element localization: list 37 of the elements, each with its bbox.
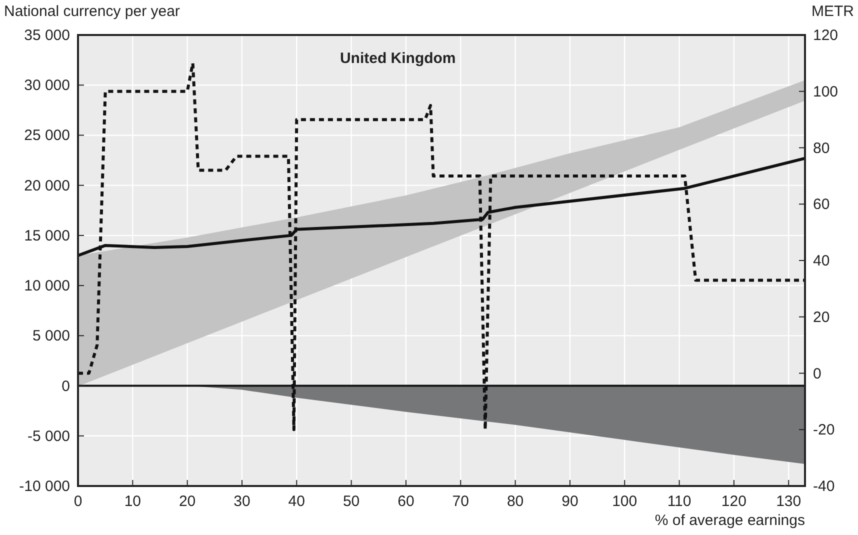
y2-tick-label: -40 — [813, 478, 835, 495]
y-tick-label: -5 000 — [27, 428, 70, 445]
y2-tick-label: 80 — [813, 140, 830, 157]
y-tick-label: 5 000 — [32, 328, 70, 345]
y2-tick-label: 0 — [813, 365, 822, 382]
y-tick-label: 0 — [62, 378, 70, 395]
x-tick-label: 120 — [721, 493, 746, 510]
y-tick-label: 20 000 — [24, 177, 70, 194]
x-tick-label: 70 — [452, 493, 469, 510]
x-tick-label: 30 — [234, 493, 250, 510]
x-tick-label: 90 — [562, 493, 578, 510]
y2-tick-label: 100 — [813, 83, 838, 100]
y-tick-label: 35 000 — [24, 27, 70, 44]
x-tick-label: 20 — [178, 493, 196, 510]
x-tick-label: 60 — [398, 493, 414, 510]
x-axis-title: % of average earnings — [654, 512, 805, 529]
y-tick-label: -10 000 — [19, 478, 70, 495]
y-axis-title: National currency per year — [4, 3, 180, 20]
text: United Kingdom — [340, 50, 456, 67]
x-tick-label: 0 — [74, 493, 82, 510]
y2-tick-label: 20 — [813, 308, 830, 326]
y2-tick-label: 60 — [813, 196, 830, 214]
x-tick-label: 80 — [506, 493, 524, 510]
y-tick-label: 10 000 — [24, 278, 70, 295]
y-tick-label: 25 000 — [24, 127, 70, 144]
y2-tick-label: -20 — [813, 422, 835, 439]
x-tick-label: 10 — [124, 493, 142, 510]
y2-tick-label: 120 — [813, 27, 838, 44]
y-tick-label: 30 000 — [24, 77, 70, 94]
y2-axis-title: METR — [812, 3, 854, 20]
y2-tick-label: 40 — [813, 252, 830, 270]
x-tick-label: 40 — [288, 493, 305, 510]
x-tick-label: 110 — [667, 493, 692, 510]
x-tick-label: 100 — [612, 493, 638, 510]
y-tick-label: 15 000 — [24, 227, 70, 244]
x-tick-label: 50 — [342, 493, 360, 510]
x-tick-label: 130 — [776, 493, 802, 510]
